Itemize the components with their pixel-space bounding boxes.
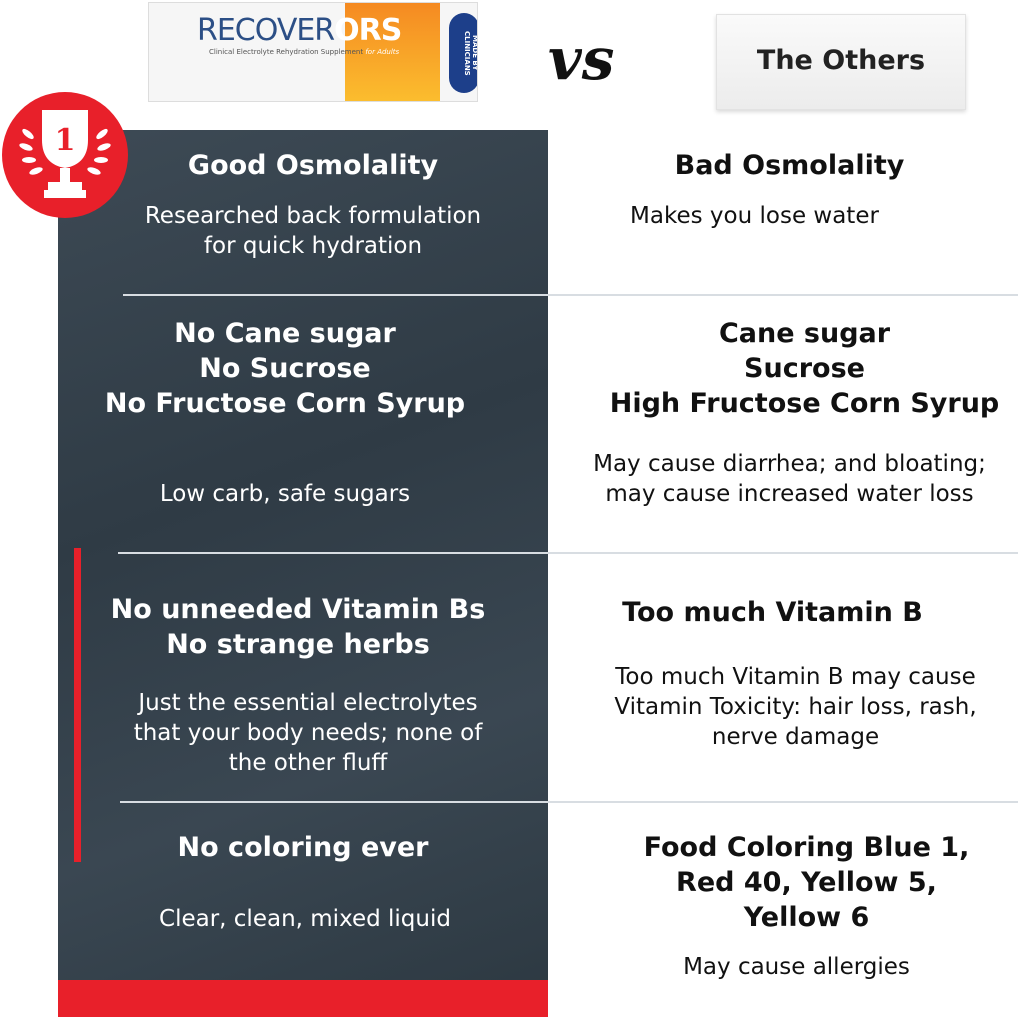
- brand-main: RECOVER: [197, 13, 335, 48]
- row2-right-text: May cause diarrhea; and bloating; may cau…: [555, 449, 1024, 509]
- line: Cane sugar: [718, 318, 891, 349]
- line: No Fructose Corn Syrup: [104, 388, 466, 419]
- row4-right-text: May cause allergies: [683, 954, 910, 980]
- row1-left-text: Researched back formulation for quick hyd…: [68, 201, 558, 261]
- line: nerve damage: [711, 724, 880, 750]
- line: No Sucrose: [199, 353, 371, 384]
- row4-left-title: No coloring ever: [177, 832, 429, 863]
- row1-right-title: Bad Osmolality: [674, 150, 905, 181]
- line: No Cane sugar: [174, 318, 396, 349]
- others-label: The Others: [756, 45, 926, 76]
- row3-right-title: Too much Vitamin B: [622, 597, 923, 628]
- recoverors-packet-image: RECOVERORS Clinical Electrolyte Rehydrat…: [148, 2, 478, 102]
- line: May cause diarrhea; and bloating;: [593, 451, 986, 477]
- row3-right-text: Too much Vitamin B may cause Vitamin Toxi…: [561, 662, 1024, 752]
- row3-left-title: No unneeded Vitamin Bs No strange herbs: [53, 592, 543, 662]
- packet-brand: RECOVERORS: [197, 13, 402, 48]
- trophy-icon: 1: [2, 92, 128, 218]
- line: Just the essential electrolytes: [138, 690, 478, 716]
- row2-left-title: No Cane sugar No Sucrose No Fructose Corn …: [40, 316, 530, 421]
- line: Vitamin Toxicity: hair loss, rash,: [614, 694, 977, 720]
- tag: for Adults: [365, 48, 400, 56]
- packet-orange-band: [345, 3, 440, 101]
- red-accent-line: [74, 548, 81, 862]
- line: No unneeded Vitamin Bs: [110, 594, 486, 625]
- made-by-clinicians-badge: MADE BY CLINICIANS: [449, 13, 477, 93]
- line: that your body needs; none of: [133, 720, 483, 746]
- packet-subtitle: Clinical Electrolyte Rehydration Supplem…: [209, 48, 399, 56]
- rank-number: 1: [55, 123, 76, 158]
- line: Yellow 6: [743, 902, 870, 933]
- row1-left-title: Good Osmolality: [187, 150, 439, 181]
- line: High Fructose Corn Syrup: [609, 388, 1000, 419]
- row3-left-text: Just the essential electrolytes that your…: [63, 688, 553, 778]
- row-divider: [123, 294, 1018, 296]
- row-divider: [120, 801, 1018, 803]
- subtitle: Clinical Electrolyte Rehydration Supplem…: [209, 48, 364, 56]
- red-footer-bar: [58, 980, 548, 1017]
- others-packet-image: The Others: [716, 14, 966, 110]
- row2-left-text: Low carb, safe sugars: [159, 481, 411, 507]
- line: No strange herbs: [166, 629, 430, 660]
- vs-label: vs: [548, 25, 615, 93]
- line: Sucrose: [744, 353, 865, 384]
- line: Food Coloring Blue 1,: [643, 832, 970, 863]
- row4-right-title: Food Coloring Blue 1, Red 40, Yellow 5, Ye…: [572, 830, 1024, 935]
- recoverors-panel: [58, 130, 548, 1017]
- line: Researched back formulation: [144, 203, 482, 229]
- row-divider: [118, 552, 1018, 554]
- row4-left-text: Clear, clean, mixed liquid: [159, 906, 451, 932]
- row1-right-text: Makes you lose water: [630, 203, 879, 229]
- line: Too much Vitamin B may cause: [615, 664, 976, 690]
- brand-accent: ORS: [334, 13, 402, 48]
- line: the other fluff: [228, 750, 388, 776]
- line: may cause increased water loss: [605, 481, 974, 507]
- row2-right-title: Cane sugar Sucrose High Fructose Corn Syru…: [570, 316, 1024, 421]
- line: for quick hydration: [203, 233, 423, 259]
- line: Red 40, Yellow 5,: [676, 867, 937, 898]
